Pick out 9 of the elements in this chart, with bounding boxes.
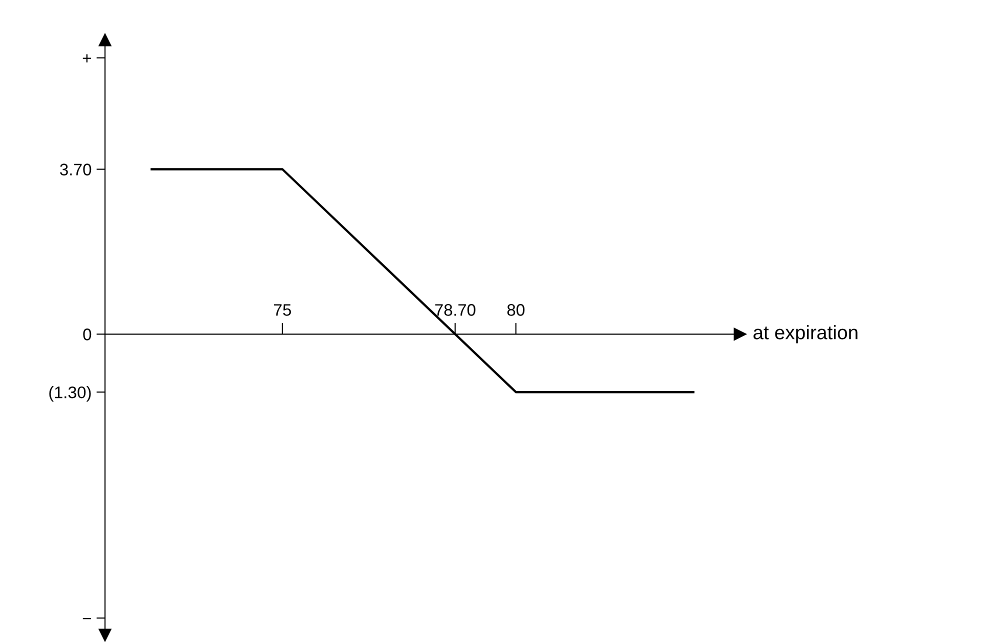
- x-tick-label: 75: [274, 304, 291, 316]
- y-tick-label: +: [82, 54, 91, 62]
- y-tick-label: 0: [83, 328, 92, 340]
- x-tick-label: 80: [507, 304, 524, 316]
- y-tick-label: (1.30): [49, 386, 91, 402]
- x-tick-label: 78.70: [435, 304, 476, 316]
- y-tick-label: 3.70: [60, 164, 92, 176]
- y-tick-label: −: [82, 618, 91, 620]
- x-axis-title: at expiration: [754, 325, 858, 344]
